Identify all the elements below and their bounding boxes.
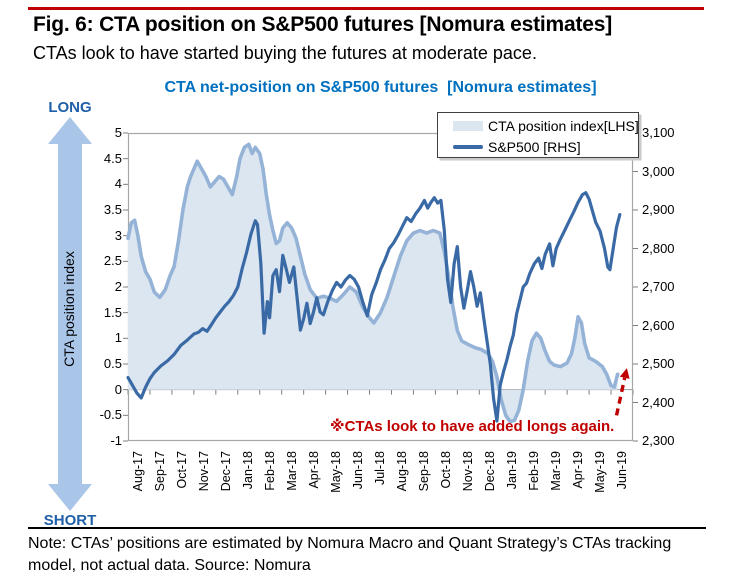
y-axis-left-label: 4.5 bbox=[103, 150, 122, 166]
chart-title: CTA net-position on S&P500 futures [Nomu… bbox=[164, 79, 597, 96]
x-axis-label: Feb-18 bbox=[263, 451, 278, 491]
legend-row-spx: S&P500 [RHS] bbox=[438, 136, 638, 157]
x-axis-label: Apr-19 bbox=[570, 451, 585, 489]
long-label: LONG bbox=[48, 99, 92, 116]
x-axis-label: Jan-18 bbox=[241, 451, 256, 490]
x-axis-label: Jul-18 bbox=[373, 451, 387, 486]
x-axis-label: May-18 bbox=[329, 451, 344, 493]
plot-area bbox=[123, 132, 638, 442]
y-axis-left-label: 1 bbox=[114, 330, 122, 346]
x-axis-label: Aug-17 bbox=[131, 451, 146, 492]
y-axis-left-label: 1.5 bbox=[103, 304, 122, 320]
long-short-arrow-shaft bbox=[58, 142, 82, 486]
y-axis-left-label: 3 bbox=[114, 227, 122, 243]
y-axis-left-label: -0.5 bbox=[99, 407, 122, 423]
legend: CTA position index[LHS] S&P500 [RHS] bbox=[437, 112, 639, 158]
y-axis-right-label: 2,500 bbox=[642, 356, 675, 371]
y-axis-right-label: 2,900 bbox=[642, 202, 675, 217]
x-axis-label: Mar-19 bbox=[548, 451, 563, 491]
y-axis-right-label: 2,800 bbox=[642, 240, 675, 256]
y-axis-left-label: 4 bbox=[114, 176, 122, 192]
figure-subtitle: CTAs look to have started buying the fut… bbox=[33, 43, 537, 63]
y-axis-right-label: 2,300 bbox=[642, 433, 675, 448]
x-axis-label: Mar-18 bbox=[285, 451, 300, 491]
y-axis-left-label: 2 bbox=[114, 279, 122, 294]
left-axis-title: CTA position index bbox=[61, 251, 77, 367]
top-rule bbox=[28, 7, 704, 10]
x-axis-label: Apr-18 bbox=[307, 451, 322, 489]
y-axis-left-label: 3.5 bbox=[103, 202, 122, 217]
legend-label-spx: S&P500 [RHS] bbox=[488, 138, 581, 155]
y-axis-left-label: 5 bbox=[114, 125, 122, 140]
x-axis-label: Jun-19 bbox=[614, 451, 629, 490]
x-axis-label: Oct-18 bbox=[438, 451, 453, 489]
x-axis-label: Oct-17 bbox=[175, 451, 190, 489]
chart-annotation: ※CTAs look to have added longs again. bbox=[330, 418, 615, 435]
y-axis-right-label: 3,000 bbox=[642, 163, 675, 179]
x-axis-label: Jun-18 bbox=[351, 451, 366, 490]
figure-title: Fig. 6: CTA position on S&P500 futures [… bbox=[33, 13, 613, 36]
arrow-up-icon bbox=[48, 117, 92, 144]
bottom-rule bbox=[28, 527, 706, 529]
legend-line-swatch bbox=[453, 144, 483, 149]
y-axis-left-label: 2.5 bbox=[103, 253, 122, 269]
x-axis-label: Dec-18 bbox=[482, 451, 497, 492]
arrow-down-icon bbox=[48, 484, 92, 511]
y-axis-left-label: 0 bbox=[114, 381, 122, 397]
x-axis-label: Jan-19 bbox=[504, 451, 519, 490]
legend-row-cta: CTA position index[LHS] bbox=[438, 115, 639, 136]
legend-area-swatch bbox=[453, 120, 483, 131]
x-axis-label: Nov-17 bbox=[197, 451, 212, 492]
x-axis-label: Sep-18 bbox=[416, 451, 431, 492]
y-axis-right-label: 3,100 bbox=[642, 125, 675, 140]
y-axis-right-label: 2,400 bbox=[642, 394, 675, 410]
x-axis-label: Aug-18 bbox=[394, 451, 409, 492]
y-axis-left-label: -1 bbox=[110, 433, 122, 448]
x-axis-label: Dec-17 bbox=[219, 451, 234, 492]
y-axis-right-label: 2,600 bbox=[642, 317, 675, 333]
y-axis-left-label: 0.5 bbox=[103, 356, 122, 371]
note-line2: model, not actual data. Source: Nomura bbox=[28, 557, 311, 574]
x-axis-label: Sep-17 bbox=[153, 451, 168, 492]
x-axis-label: Nov-18 bbox=[460, 451, 475, 492]
note-line1: Note: CTAs’ positions are estimated by N… bbox=[28, 535, 672, 552]
x-axis-label: Feb-19 bbox=[526, 451, 541, 491]
x-axis-label: May-19 bbox=[592, 451, 607, 493]
y-axis-right-label: 2,700 bbox=[642, 279, 675, 294]
short-label: SHORT bbox=[43, 512, 97, 529]
legend-label-cta: CTA position index[LHS] bbox=[488, 117, 639, 134]
